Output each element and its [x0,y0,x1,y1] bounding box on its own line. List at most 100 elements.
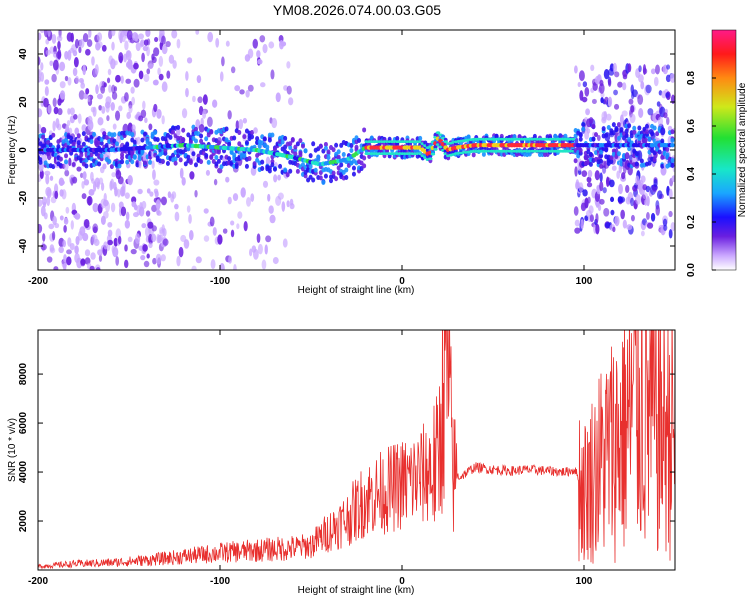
spectrogram-noise-cell [166,70,171,79]
spectrogram-band-cell [120,159,125,165]
spectrogram-noise-cell [126,111,131,120]
spectrogram-band-cell [232,135,237,141]
spectrogram-x-tick-label: -200 [28,276,48,287]
spectrogram-noise-cell [46,195,51,207]
spectrogram-band-cell [670,163,675,169]
spectrogram-noise-cell [151,233,157,243]
spectrogram-noise-cell [38,56,41,66]
spectrogram-noise-cell [44,79,50,85]
spectrogram-band-cell [41,134,46,140]
spectrogram-noise-cell [52,215,57,226]
spectrogram-noise-cell [77,113,82,124]
spectrogram-noise-cell [48,223,55,230]
spectrogram-noise-cell [202,109,207,119]
spectrogram-noise-cell [111,84,116,94]
spectrogram-band-cell [611,122,616,128]
spectrogram-noise-cell [617,81,623,88]
spectrogram-noise-cell [635,194,641,205]
spectrogram-band-cell [395,135,400,141]
spectrogram-noise-cell [588,205,594,215]
spectrogram-band-cell [339,162,344,168]
spectrogram-noise-cell [151,225,157,232]
spectrogram-noise-cell [125,211,130,221]
spectrogram-ridge-cell [435,131,441,135]
spectrogram-noise-cell [43,212,48,220]
spectrogram-noise-cell [96,32,103,42]
spectrogram-band-cell [262,136,267,142]
spectrogram-noise-cell [137,188,143,195]
spectrogram-noise-cell [598,83,605,94]
spectrogram-band-cell [216,149,221,155]
spectrogram-noise-cell [50,196,57,204]
spectrogram-band-cell [173,156,178,162]
spectrogram-noise-cell [58,246,64,254]
spectrogram-noise-cell [124,40,129,51]
spectrogram-noise-cell [275,92,281,103]
spectrogram-noise-cell [73,114,78,120]
colorbar-tick-label: 0.8 [686,71,697,85]
spectrogram-noise-cell [588,117,594,124]
spectrogram-noise-cell [40,243,47,251]
spectrogram-noise-cell [129,59,133,68]
spectrogram-noise-cell [259,35,266,43]
spectrogram-noise-cell [219,262,225,270]
spectrogram-noise-cell [582,189,588,197]
spectrogram-band-cell [247,156,252,162]
spectrogram-band-cell [267,165,272,171]
spectrogram-band-cell [51,132,56,138]
spectrogram-noise-cell [51,33,57,44]
spectrogram-noise-cell [141,52,145,63]
spectrogram-band-cell [418,135,423,141]
spectrogram-noise-cell [273,174,278,183]
spectrogram-noise-cell [100,182,105,191]
spectrogram-ridge-cell [443,140,448,144]
spectrogram-band-cell [644,123,649,129]
spectrogram-noise-cell [655,204,660,216]
spectrogram-noise-cell [152,169,156,181]
spectrogram-noise-cell [599,181,604,192]
spectrogram-y-tick-label: 0 [18,147,29,153]
spectrogram-band-cell [148,159,153,165]
spectrogram-noise-cell [653,76,659,87]
spectrogram-noise-cell [124,219,131,229]
spectrogram-noise-cell [631,89,638,98]
spectrogram-noise-cell [189,171,195,180]
spectrogram-noise-cell [608,179,615,188]
spectrogram-noise-cell [611,165,617,171]
spectrogram-noise-cell [125,50,130,58]
spectrogram-noise-cell [280,41,287,47]
spectrogram-noise-cell [650,212,656,222]
spectrogram-noise-cell [157,67,161,76]
spectrogram-noise-cell [153,79,159,86]
spectrogram-band-cell [660,163,665,169]
spectrogram-noise-cell [106,115,110,122]
spectrogram-noise-cell [47,30,51,37]
spectrogram-noise-cell [52,120,56,132]
spectrogram-noise-cell [240,187,246,198]
spectrogram-noise-cell [227,110,232,120]
spectrogram-band-cell [46,151,51,157]
spectrogram-noise-cell [230,66,236,74]
spectrogram-band-cell [336,149,341,155]
spectrogram-noise-cell [142,244,148,252]
spectrogram-noise-cell [121,182,126,192]
spectrogram-noise-cell [100,85,106,94]
spectrogram-noise-cell [262,180,269,188]
spectrogram-noise-cell [124,92,129,102]
spectrogram-band-cell [288,168,293,174]
spectrogram-band-cell [359,160,364,166]
spectrogram-band-cell [481,151,486,157]
spectrogram-band-cell [323,173,328,179]
spectrogram-noise-cell [253,127,258,134]
spectrogram-band-cell [242,134,247,140]
spectrogram-noise-cell [76,166,82,172]
spectrogram-noise-cell [40,30,45,34]
snr-x-ticks: -200 -100 0 100 [28,330,593,587]
spectrogram-noise-cell [63,217,69,225]
spectrogram-band-cell [227,141,232,147]
spectrogram-noise-cell [135,42,141,52]
spectrogram-y-ticks: -40 -20 0 20 40 [18,48,675,253]
spectrogram-x-tick-label: 0 [399,276,405,287]
spectrogram-band-cell [143,131,148,137]
spectrogram-noise-cell [58,177,65,187]
